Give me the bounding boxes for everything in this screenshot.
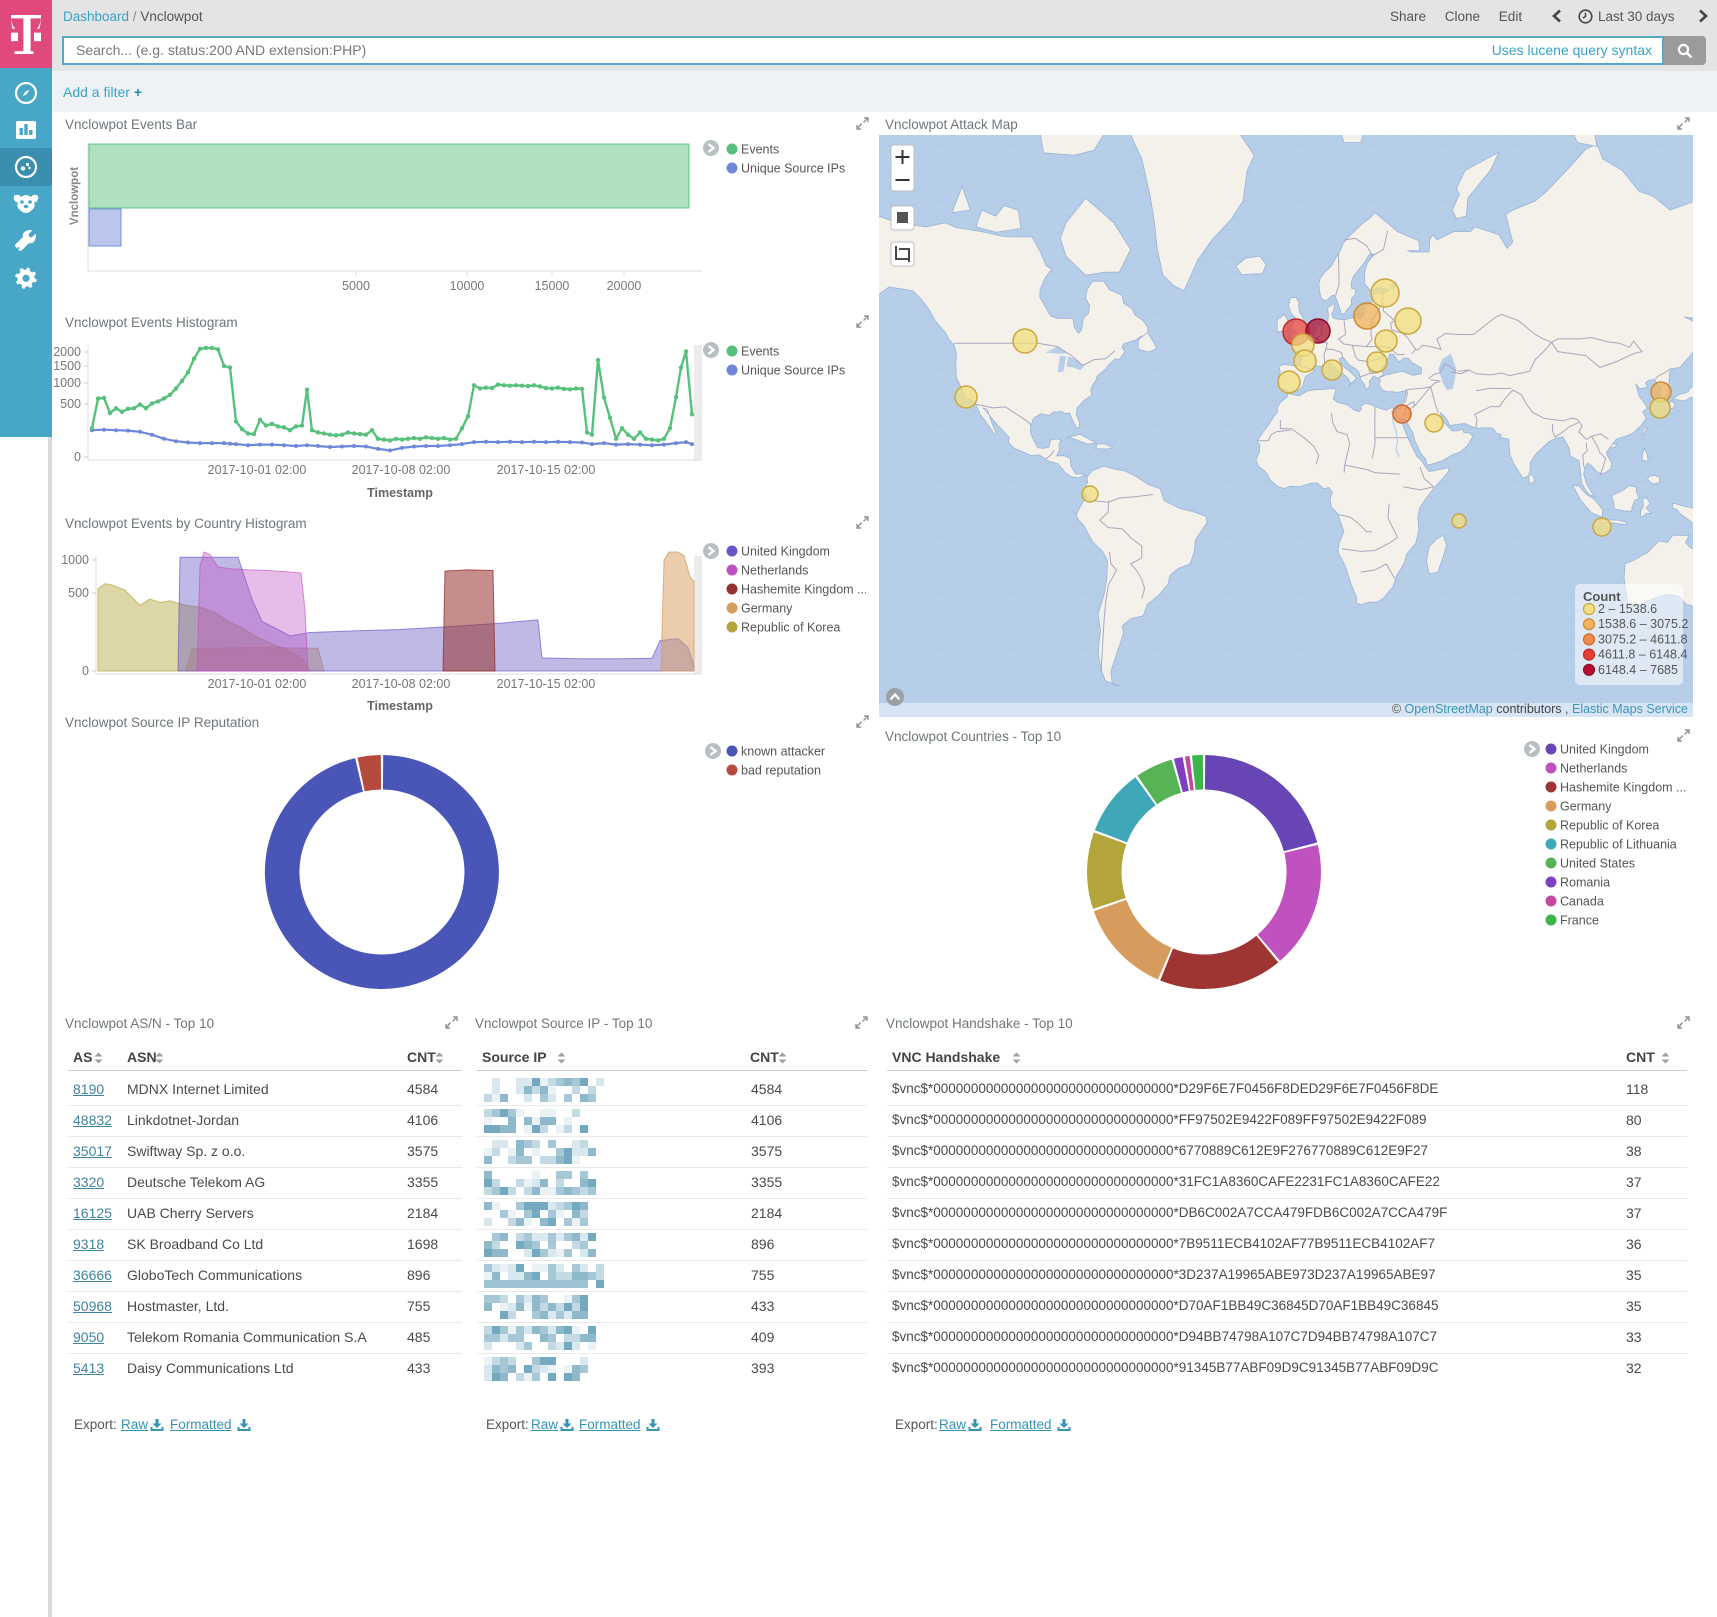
svg-text:20000: 20000 <box>607 279 642 293</box>
svg-text:15000: 15000 <box>535 279 570 293</box>
svg-text:0: 0 <box>82 664 89 678</box>
svg-text:3075.2 – 4611.8: 3075.2 – 4611.8 <box>1598 632 1687 646</box>
svg-text:6148.4 – 7685: 6148.4 – 7685 <box>1598 663 1678 677</box>
svg-text:France: France <box>1560 914 1599 928</box>
svg-text:1000: 1000 <box>53 376 81 390</box>
svg-text:500: 500 <box>60 397 81 411</box>
svg-text:1000: 1000 <box>61 553 89 567</box>
svg-text:2000: 2000 <box>53 345 81 359</box>
svg-text:10000: 10000 <box>450 279 485 293</box>
svg-text:Republic of Korea: Republic of Korea <box>1560 819 1659 833</box>
svg-text:1500: 1500 <box>53 359 81 373</box>
svg-text:Canada: Canada <box>1560 895 1604 909</box>
svg-text:1538.6 – 3075.2: 1538.6 – 3075.2 <box>1598 617 1688 631</box>
svg-text:2017-10-01 02:00: 2017-10-01 02:00 <box>208 463 307 477</box>
svg-text:4611.8 – 6148.4: 4611.8 – 6148.4 <box>1598 648 1687 662</box>
svg-text:© OpenStreetMap contributors ,: © OpenStreetMap contributors , Elastic M… <box>1392 702 1688 716</box>
svg-text:0: 0 <box>74 450 81 464</box>
svg-text:Timestamp: Timestamp <box>367 699 433 713</box>
svg-text:Romania: Romania <box>1560 876 1610 890</box>
svg-text:Count: Count <box>1583 589 1621 604</box>
svg-text:Hashemite Kingdom ...: Hashemite Kingdom ... <box>741 583 866 597</box>
svg-text:known attacker: known attacker <box>741 745 825 759</box>
svg-text:Timestamp: Timestamp <box>367 486 433 500</box>
svg-text:Republic of Korea: Republic of Korea <box>741 621 840 635</box>
svg-text:2017-10-15 02:00: 2017-10-15 02:00 <box>497 677 596 691</box>
svg-text:United Kingdom: United Kingdom <box>1560 743 1649 757</box>
svg-text:Germany: Germany <box>1560 800 1612 814</box>
svg-text:bad reputation: bad reputation <box>741 764 821 778</box>
svg-text:United States: United States <box>1560 857 1635 871</box>
svg-text:Netherlands: Netherlands <box>1560 762 1627 776</box>
svg-text:Republic of Lithuania: Republic of Lithuania <box>1560 838 1677 852</box>
svg-text:Events: Events <box>741 143 779 157</box>
svg-text:5000: 5000 <box>342 279 370 293</box>
svg-text:Unique Source IPs: Unique Source IPs <box>741 162 845 176</box>
svg-text:United Kingdom: United Kingdom <box>741 545 830 559</box>
svg-text:Unique Source IPs: Unique Source IPs <box>741 364 845 378</box>
svg-text:Hashemite Kingdom ...: Hashemite Kingdom ... <box>1560 781 1686 795</box>
svg-text:2017-10-08 02:00: 2017-10-08 02:00 <box>352 463 451 477</box>
svg-text:Germany: Germany <box>741 602 793 616</box>
svg-text:500: 500 <box>68 586 89 600</box>
svg-text:2017-10-15 02:00: 2017-10-15 02:00 <box>497 463 596 477</box>
svg-text:2017-10-08 02:00: 2017-10-08 02:00 <box>352 677 451 691</box>
svg-text:Events: Events <box>741 345 779 359</box>
svg-text:2017-10-01 02:00: 2017-10-01 02:00 <box>208 677 307 691</box>
svg-text:Netherlands: Netherlands <box>741 564 808 578</box>
svg-text:2 – 1538.6: 2 – 1538.6 <box>1598 602 1657 616</box>
